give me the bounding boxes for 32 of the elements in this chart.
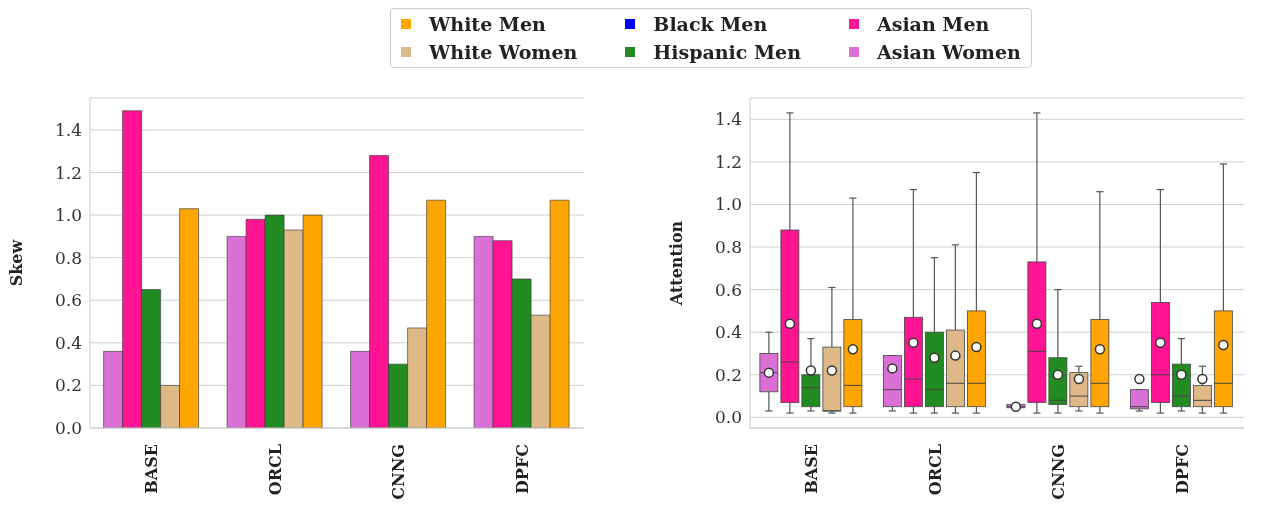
x-tick-label: BASE: [142, 444, 162, 494]
y-tick-label: 1.0: [714, 194, 742, 215]
x-tick-label: CNNG: [1049, 444, 1069, 500]
x-tick-label: ORCL: [925, 444, 945, 496]
legend-label: White Women: [429, 41, 578, 63]
y-axis-title: Attention: [666, 220, 686, 307]
y-axis-title: Skew: [6, 238, 26, 287]
legend-label: Black Men: [653, 13, 768, 35]
y-tick-label: 1.4: [714, 109, 742, 130]
y-tick-label: 0.4: [714, 322, 742, 343]
legend-label: Asian Men: [876, 13, 990, 35]
legend-label: White Men: [429, 13, 546, 35]
x-tick-label: DPFC: [1172, 444, 1192, 494]
y-tick-label: 0.6: [54, 290, 82, 311]
x-tick-label: CNNG: [389, 444, 409, 500]
y-tick-label: 1.2: [714, 151, 742, 172]
y-tick-label: 1.4: [54, 119, 82, 140]
y-tick-label: 0.2: [54, 375, 82, 396]
x-tick-label: BASE: [802, 444, 822, 494]
y-tick-label: 1.2: [54, 162, 82, 183]
y-tick-label: 0.8: [714, 237, 742, 258]
y-tick-label: 0.2: [714, 364, 742, 385]
y-tick-label: 1.0: [54, 205, 82, 226]
legend-label: Hispanic Men: [653, 41, 801, 63]
x-tick-label: ORCL: [265, 444, 285, 496]
legend-label: Asian Women: [876, 41, 1021, 63]
y-tick-label: 0.8: [54, 247, 82, 268]
x-tick-label: DPFC: [512, 444, 532, 494]
y-tick-label: 0.4: [54, 332, 82, 353]
y-tick-label: 0.6: [714, 279, 742, 300]
y-tick-label: 0.0: [714, 407, 742, 428]
y-tick-label: 0.0: [54, 418, 82, 439]
